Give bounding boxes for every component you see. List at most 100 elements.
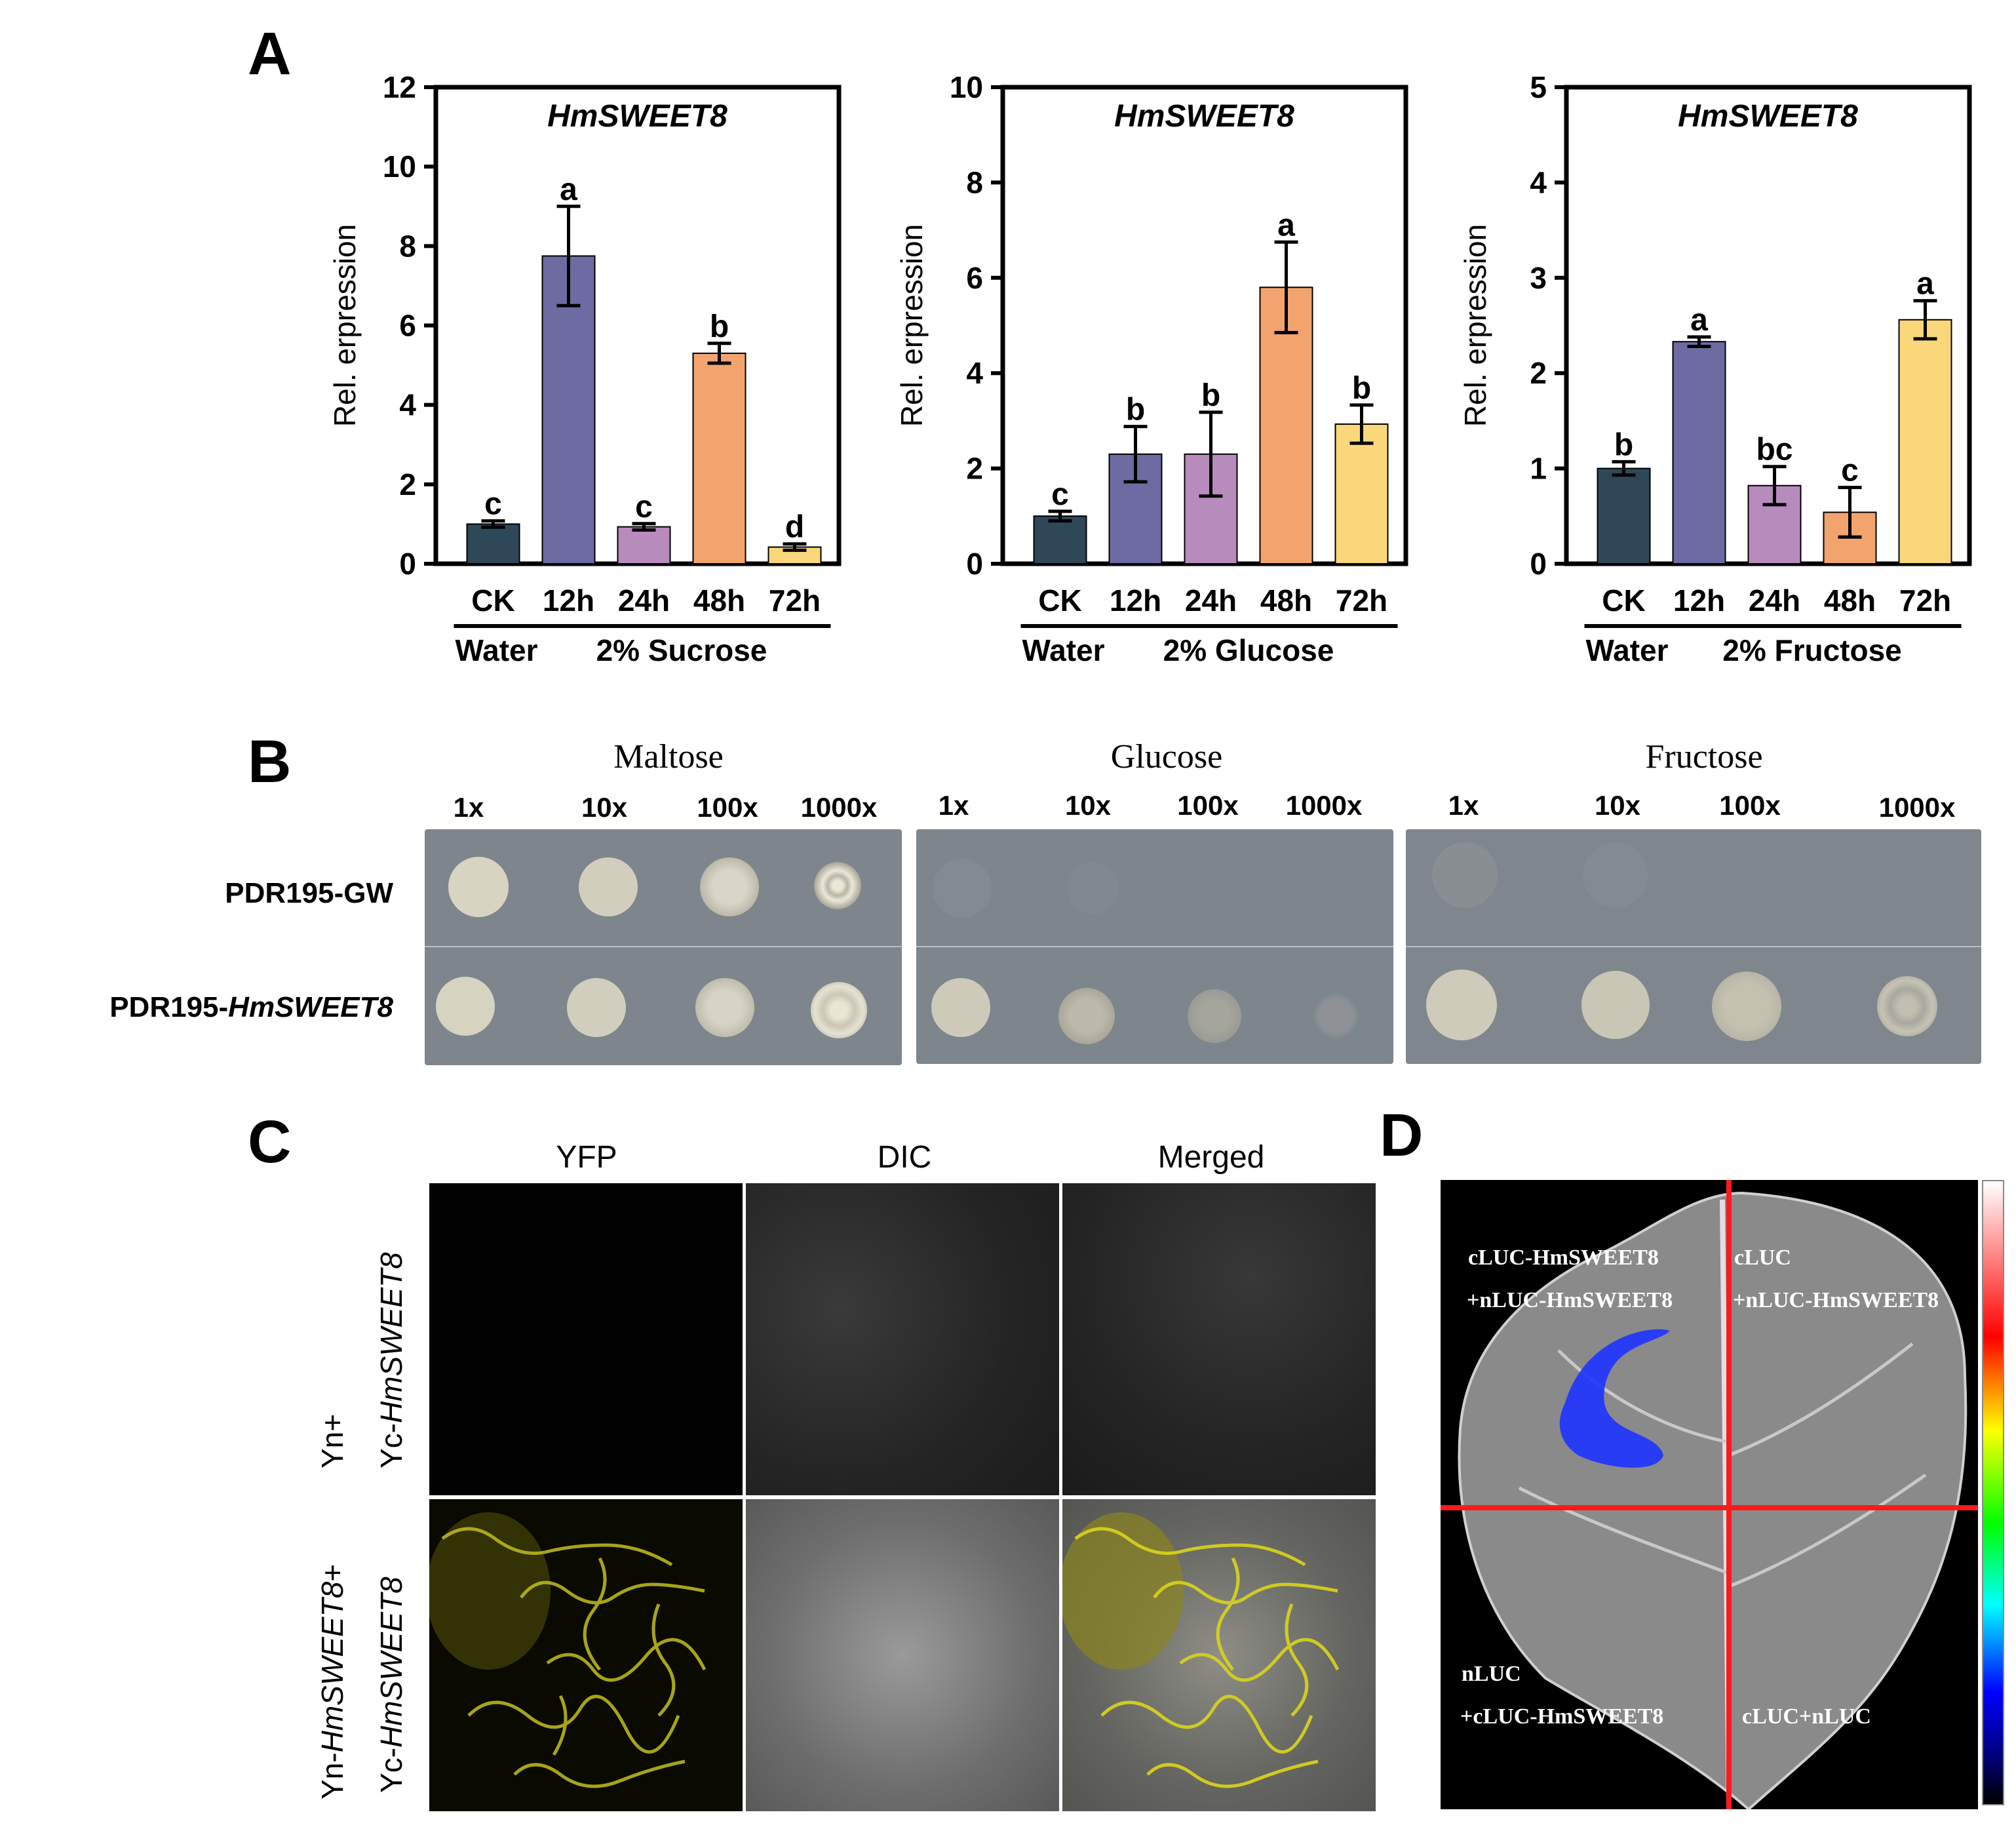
label-cluc: cLUC	[1734, 1246, 1791, 1270]
y-tick-label: 10	[383, 149, 416, 184]
dilution-label: 100x	[1177, 790, 1239, 821]
significance-letter: c	[1841, 454, 1859, 488]
dilution-label: 100x	[697, 792, 758, 823]
y-axis-label: Rel. erpression	[328, 224, 362, 427]
plate-maltose	[425, 829, 902, 1065]
y-tick-label: 12	[383, 70, 416, 104]
y-tick-label: 6	[966, 261, 983, 295]
x-tick-label: 72h	[769, 583, 821, 618]
label-nluc-hmsweet8-right: +nLUC-HmSWEET8	[1733, 1288, 1939, 1312]
significance-letter: b	[1126, 393, 1145, 427]
x-tick-label: 12h	[1110, 583, 1161, 618]
image-yfp-control	[429, 1183, 743, 1495]
colony-spot	[700, 857, 759, 916]
image-merged-interaction	[1062, 1499, 1376, 1811]
y-axis-label: Rel. erpression	[1458, 224, 1492, 427]
sugar-label-maltose: Maltose	[613, 738, 724, 775]
y-tick-label: 3	[1530, 261, 1547, 295]
significance-letter: c	[1051, 477, 1069, 512]
column-merged: Merged	[1157, 1140, 1265, 1175]
chart-title: HmSWEET8	[1114, 99, 1294, 134]
dilution-label: 100x	[1719, 790, 1781, 821]
image-yfp-interaction	[429, 1499, 743, 1811]
label-nluc: nLUC	[1462, 1662, 1521, 1686]
colony-spot	[1712, 971, 1781, 1041]
significance-letter: d	[785, 510, 804, 545]
y-tick-label: 2	[1530, 356, 1547, 390]
plate-glucose	[916, 829, 1393, 1064]
group-label: 2% Glucose	[1163, 633, 1334, 667]
x-tick-label: 72h	[1336, 583, 1387, 618]
group-label: Water	[455, 633, 537, 667]
panel-label-c: C	[248, 1109, 292, 1175]
group-label: 2% Fructose	[1722, 633, 1902, 667]
significance-letter: c	[484, 487, 502, 522]
colony-spot	[811, 982, 867, 1038]
bar	[692, 352, 746, 564]
colony-spot	[1058, 988, 1115, 1044]
row-label-yn: Yn+	[315, 1413, 349, 1468]
y-tick-label: 4	[399, 388, 416, 422]
dilution-label: 10x	[1064, 790, 1112, 821]
bar-chart-sucrose: 0 2 4 6 8 10 12 Rel. erpression HmSWEET8 c CK Water…	[328, 70, 842, 667]
colony-spot	[436, 977, 495, 1036]
significance-letter: a	[1690, 303, 1708, 338]
label-cluc-hmsweet8-bottom: +cLUC-HmSWEET8	[1460, 1704, 1664, 1729]
luminescence-colorbar	[1982, 1180, 2004, 1805]
x-tick-label: 12h	[543, 583, 594, 618]
dilution-label: 1000x	[1285, 790, 1363, 821]
panel-label-a: A	[248, 20, 292, 87]
colony-spot	[567, 978, 626, 1037]
strain-label-gw: PDR195-GW	[225, 877, 393, 909]
strain-label-hmsweet8: PDR195-HmSWEET8	[109, 991, 393, 1023]
bar	[541, 255, 596, 564]
x-tick-label: CK	[1602, 583, 1645, 618]
y-tick-label: 2	[966, 452, 983, 486]
x-tick-label: 24h	[1749, 583, 1800, 618]
x-tick-label: 48h	[693, 583, 745, 618]
y-tick-label: 2	[399, 467, 416, 501]
significance-letter: b	[710, 309, 729, 344]
sugar-label-glucose: Glucose	[1110, 738, 1223, 775]
image-merged-control	[1062, 1183, 1376, 1495]
x-tick-label: 48h	[1824, 583, 1876, 618]
colony-spot	[1067, 862, 1119, 914]
image-dic-interaction	[746, 1499, 1059, 1811]
bar	[1033, 515, 1087, 564]
image-dic-control	[746, 1183, 1059, 1495]
column-yfp: YFP	[556, 1140, 617, 1175]
significance-letter: b	[1201, 378, 1220, 413]
bar	[1597, 467, 1651, 564]
colony-spot	[1877, 976, 1937, 1036]
chart-title: HmSWEET8	[547, 99, 727, 134]
x-tick-label: CK	[1038, 583, 1081, 618]
column-dic: DIC	[877, 1140, 932, 1175]
dilution-label: 1000x	[800, 792, 878, 823]
colony-spot	[1426, 970, 1497, 1040]
dilution-label: 1x	[453, 792, 484, 823]
panel-label-d: D	[1380, 1102, 1424, 1169]
dilution-label: 10x	[1594, 790, 1641, 821]
bar	[1334, 423, 1389, 565]
y-tick-label: 0	[966, 547, 983, 581]
colony-spot	[1432, 842, 1498, 908]
label-cluc-hmsweet8: cLUC-HmSWEET8	[1468, 1246, 1659, 1270]
x-tick-label: CK	[471, 583, 514, 618]
x-tick-label: 72h	[1899, 583, 1951, 618]
colony-spot	[1188, 989, 1241, 1043]
colony-spot	[448, 857, 509, 917]
row-label-yc: Yc-HmSWEET8	[374, 1252, 408, 1468]
y-tick-label: 1	[1530, 452, 1547, 486]
y-tick-label: 0	[1530, 547, 1547, 581]
row-label-yc-hmsweet8: Yc-HmSWEET8	[374, 1577, 408, 1793]
dilution-label: 1000x	[1878, 792, 1956, 823]
significance-letter: a	[1277, 208, 1295, 243]
y-tick-label: 8	[399, 229, 416, 263]
colony-spot	[695, 978, 754, 1037]
significance-letter: a	[1916, 267, 1934, 302]
group-label: Water	[1022, 633, 1104, 667]
bar	[1898, 319, 1952, 564]
colony-spot	[1583, 842, 1648, 908]
y-tick-label: 6	[399, 309, 416, 343]
panel-label-b: B	[248, 728, 292, 795]
